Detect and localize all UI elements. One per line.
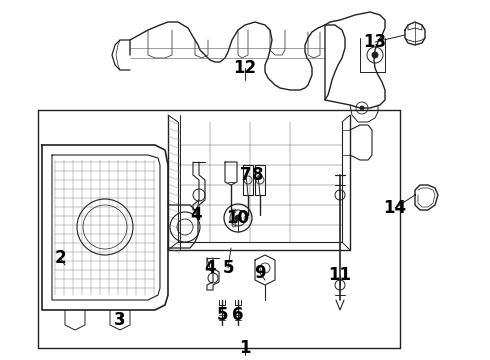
Text: 5: 5: [222, 259, 234, 277]
Text: 8: 8: [252, 166, 264, 184]
Text: 3: 3: [114, 311, 126, 329]
Circle shape: [235, 215, 241, 221]
Text: 12: 12: [233, 59, 257, 77]
Text: 7: 7: [240, 166, 252, 184]
Text: 4: 4: [204, 259, 216, 277]
Circle shape: [360, 106, 364, 110]
Text: 4: 4: [190, 206, 202, 224]
Text: 6: 6: [232, 306, 244, 324]
Text: 9: 9: [254, 264, 266, 282]
Text: 14: 14: [384, 199, 407, 217]
Text: 11: 11: [328, 266, 351, 284]
Text: 10: 10: [226, 209, 249, 227]
Text: 1: 1: [239, 339, 251, 357]
Circle shape: [372, 52, 378, 58]
Text: 2: 2: [54, 249, 66, 267]
Text: 13: 13: [364, 33, 387, 51]
Text: 5: 5: [216, 306, 228, 324]
